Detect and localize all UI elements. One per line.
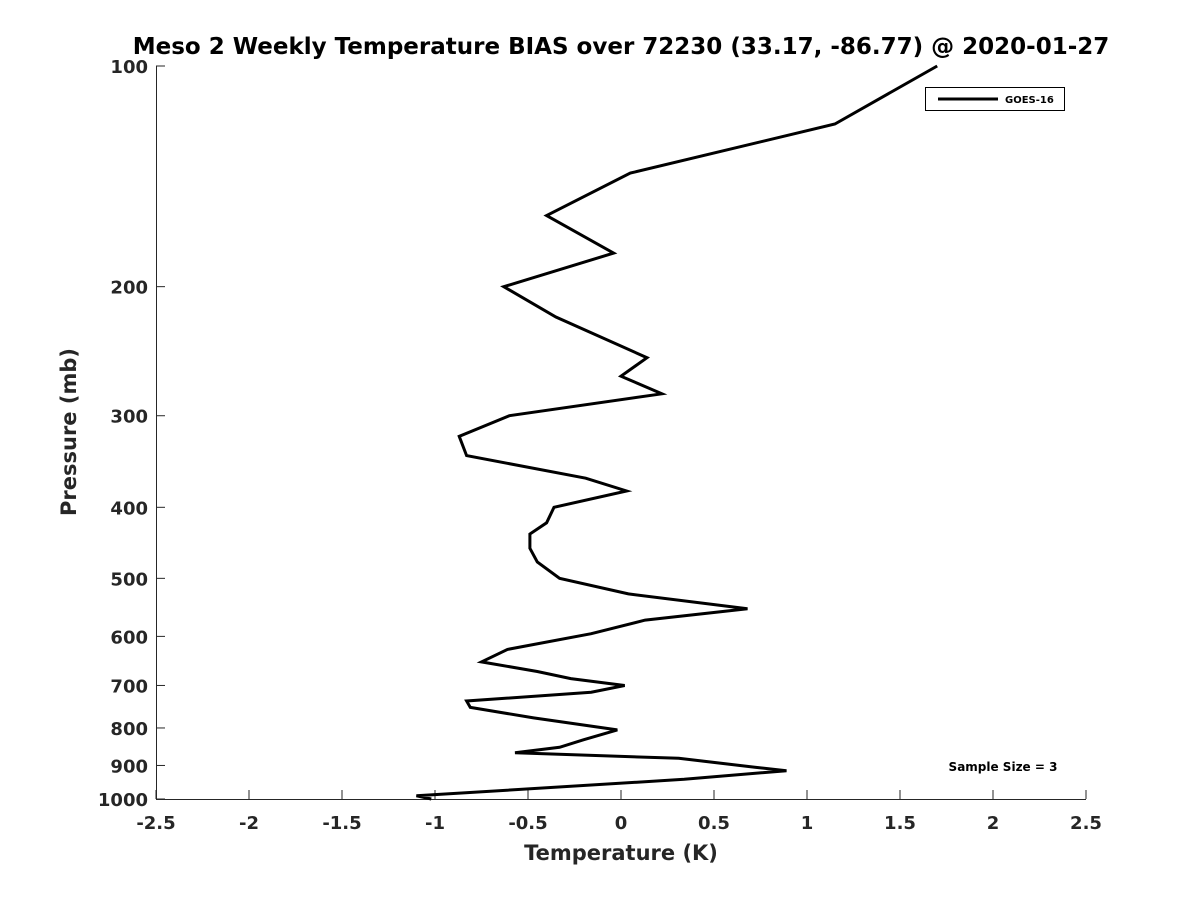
x-tick-label: 1	[801, 813, 814, 834]
y-tick-label: 700	[110, 676, 148, 697]
x-tick-label: 2	[987, 813, 1000, 834]
x-tick-label: -2.5	[136, 813, 175, 834]
x-tick-label: -1.5	[322, 813, 361, 834]
legend: GOES-16	[925, 87, 1065, 111]
axes-frame	[156, 66, 1086, 800]
x-axis-label: Temperature (K)	[524, 841, 718, 865]
sample-size-annotation: Sample Size = 3	[949, 760, 1058, 774]
x-tick-label: -2	[239, 813, 259, 834]
y-tick-label: 200	[110, 278, 148, 299]
x-tick-label: 0.5	[698, 813, 730, 834]
y-tick-label: 100	[110, 57, 148, 78]
chart-title: Meso 2 Weekly Temperature BIAS over 7223…	[133, 34, 1110, 60]
series-line-goes-16	[416, 64, 938, 801]
y-tick-label: 600	[110, 627, 148, 648]
x-tick-label: -1	[425, 813, 445, 834]
y-tick-label: 900	[110, 756, 148, 777]
x-tick-label: 2.5	[1070, 813, 1102, 834]
series-layer	[416, 64, 938, 801]
y-tick-label: 400	[110, 498, 148, 519]
y-tick-label: 800	[110, 719, 148, 740]
x-tick-group: -2.5 -2 -1.5 -1 -0.5 0 0.5 1 1.5 2 2.5	[136, 790, 1102, 834]
y-tick-group: 100 200 300 400 500 600 700 800 900 1000	[98, 57, 165, 811]
legend-label-goes16: GOES-16	[1005, 95, 1054, 106]
y-tick-label: 300	[110, 407, 148, 428]
x-tick-label: 1.5	[884, 813, 916, 834]
y-tick-label: 1000	[98, 790, 148, 811]
x-tick-label: -0.5	[508, 813, 547, 834]
y-axis-label: Pressure (mb)	[57, 348, 81, 516]
y-tick-label: 500	[110, 569, 148, 590]
x-tick-label: 0	[615, 813, 628, 834]
